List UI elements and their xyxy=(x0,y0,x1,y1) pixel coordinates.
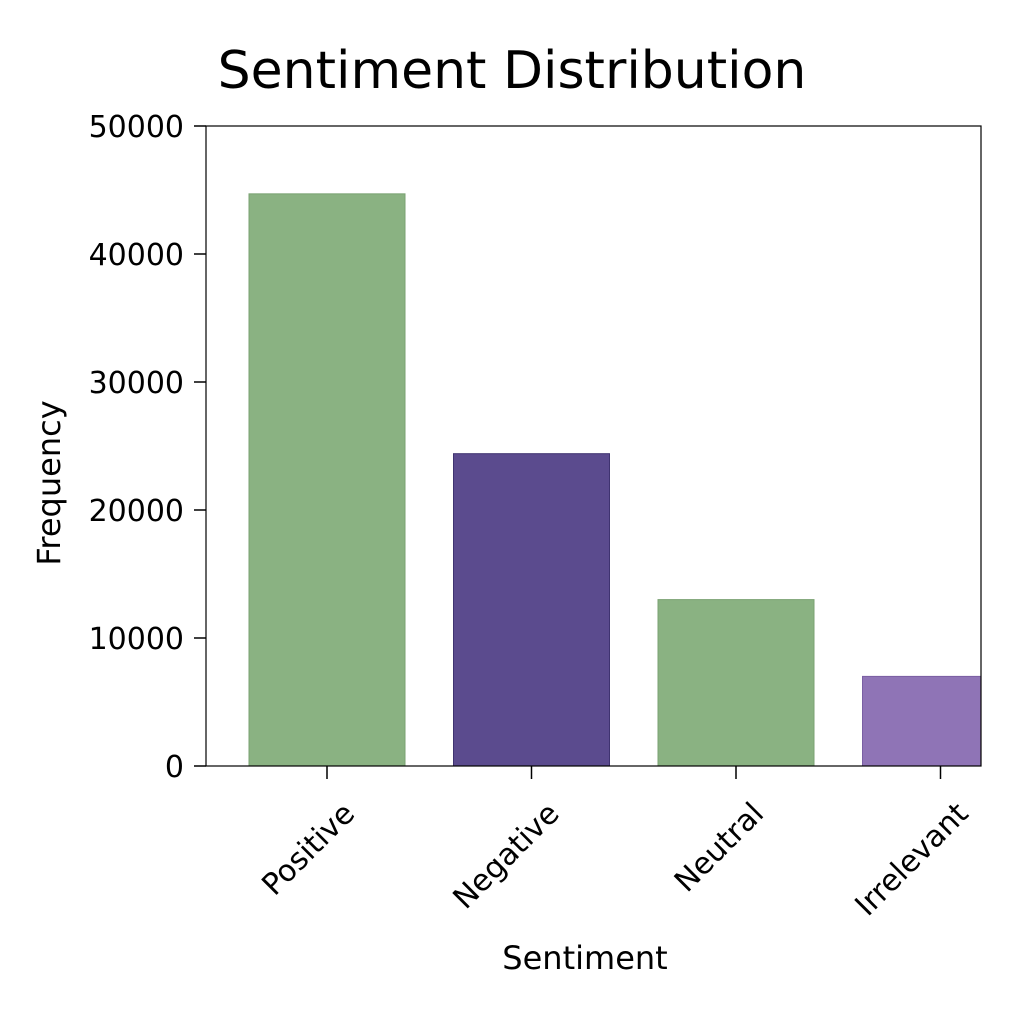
plot-area-frame xyxy=(205,125,982,767)
y-axis-ticks: 0 10000 20000 30000 40000 50000 xyxy=(89,110,206,785)
bar-neutral xyxy=(657,599,815,767)
chart-title: Sentiment Distribution xyxy=(218,41,807,101)
y-tick-label: 40000 xyxy=(89,238,184,273)
bar-irrelevant xyxy=(862,675,982,767)
x-axis-ticks: Positive Negative Neutral Irrelevant xyxy=(255,766,976,923)
bars-group xyxy=(248,193,982,767)
x-tick-label: Irrelevant xyxy=(849,796,976,923)
x-tick-label: Neutral xyxy=(668,796,771,899)
y-axis-label: Frequency xyxy=(30,400,68,565)
y-tick-label: 20000 xyxy=(89,494,184,529)
x-tick-label: Negative xyxy=(446,796,566,916)
x-axis-label: Sentiment xyxy=(502,939,667,977)
bar-negative xyxy=(453,453,610,767)
x-tick-label: Positive xyxy=(255,796,362,903)
y-tick-label: 0 xyxy=(165,750,184,785)
y-tick-label: 30000 xyxy=(89,366,184,401)
bar-positive xyxy=(248,193,406,767)
y-tick-label: 50000 xyxy=(89,110,184,145)
y-tick-label: 10000 xyxy=(89,622,184,657)
